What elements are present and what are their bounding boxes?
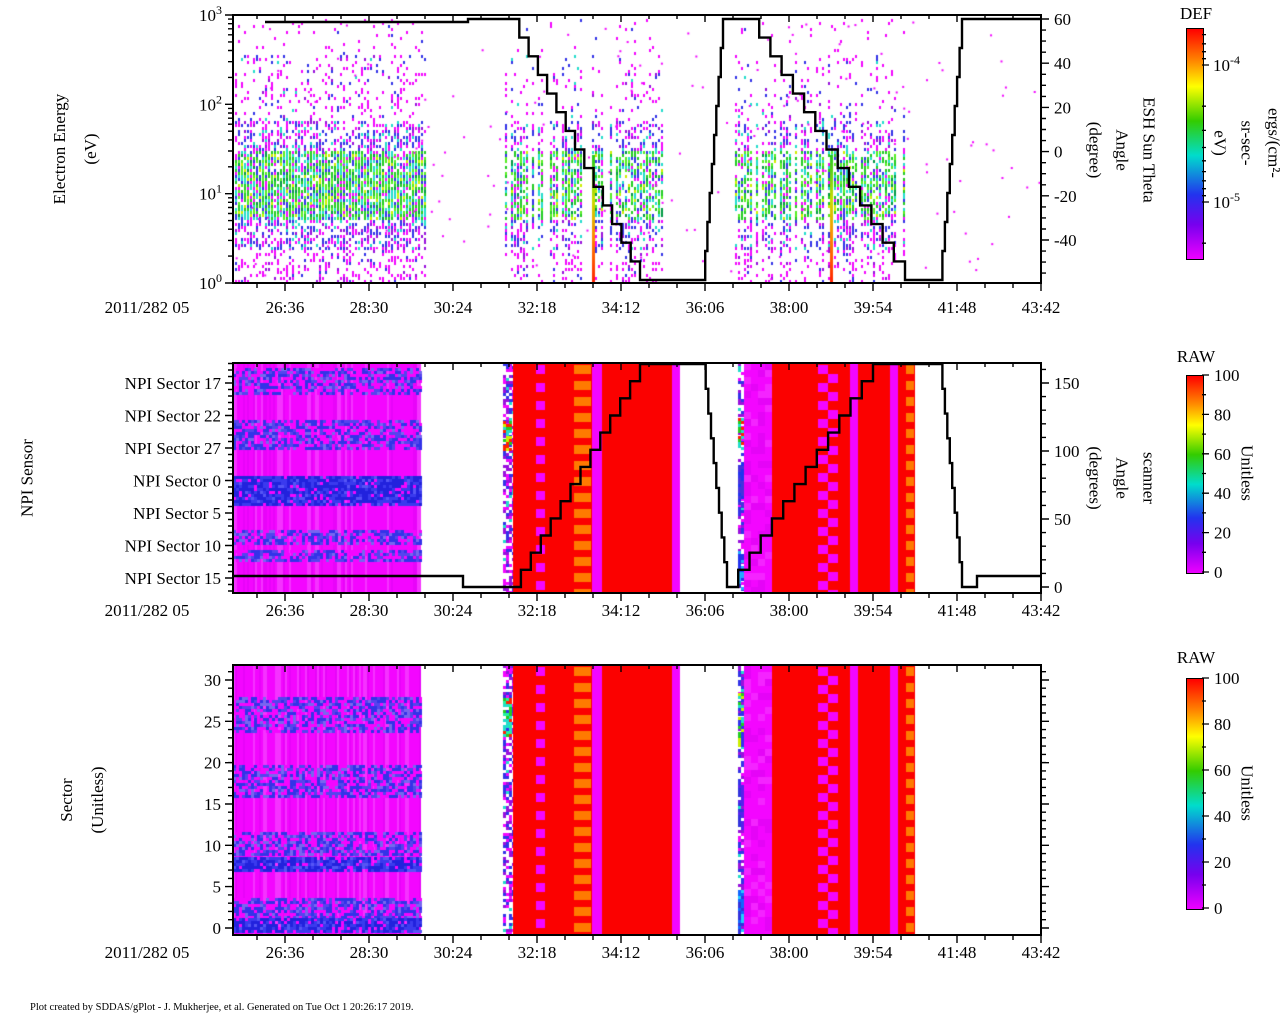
panel1-y-tick-label: 102 <box>199 92 222 114</box>
npi-sensor-spectrogram-canvas <box>233 363 1041 593</box>
raw-colorbar-bottom-tick-label: 0 <box>1214 899 1223 918</box>
panel1-right-tick-label: -20 <box>1054 187 1077 206</box>
raw-colorbar-middle <box>1186 375 1204 574</box>
panel1-y-axis-title: Electron Energy (eV) <box>50 93 100 205</box>
panel1-x-tick-label: 28:30 <box>350 298 389 317</box>
panel2-x-tick-label: 39:54 <box>854 601 893 620</box>
raw-colorbar-middle-unit-label: Unitless <box>1237 445 1257 501</box>
panel2-y-tick-label: NPI Sector 5 <box>133 504 221 523</box>
panel3-y-tick-label: 5 <box>213 878 222 897</box>
raw-colorbar-bottom-unit-label: Unitless <box>1237 765 1257 821</box>
panel1-right-axis-title: ESH Sun Theta Angle (degree) <box>1085 97 1159 203</box>
raw-colorbar-bottom <box>1186 678 1204 910</box>
panel1-x-tick-label: 43:42 <box>1022 298 1061 317</box>
raw-colorbar-bottom-tick-label: 80 <box>1214 715 1231 734</box>
panel2-x-tick-label: 38:00 <box>770 601 809 620</box>
panel2-right-axis-title: scanner Angle (degrees) <box>1085 446 1159 510</box>
panel3-x-tick-label: 32:18 <box>518 943 557 962</box>
panel1-x-tick-label: 32:18 <box>518 298 557 317</box>
raw-colorbar-bottom-title: RAW <box>1176 648 1216 667</box>
panel3-x-tick-label: 43:42 <box>1022 943 1061 962</box>
panel2-x-tick-label: 28:30 <box>350 601 389 620</box>
sector-spectrogram-canvas <box>233 665 1041 935</box>
panel2-y-tick-label: NPI Sector 0 <box>133 472 221 491</box>
panel2-right-tick-label: 0 <box>1054 578 1063 597</box>
panel2-y-tick-label: NPI Sector 17 <box>125 374 222 393</box>
def-colorbar-tick-label: 10-4 <box>1213 53 1240 75</box>
panel3-x-axis-date-label: 2011/282 05 <box>104 943 190 962</box>
panel2-y-tick-label: NPI Sector 15 <box>125 569 221 588</box>
panel2-y-tick-label: NPI Sector 22 <box>125 407 221 426</box>
panel2-y-tick-label: NPI Sector 10 <box>125 537 221 556</box>
panel1-y-tick-label: 100 <box>199 271 222 293</box>
panel3-x-tick-label: 30:24 <box>434 943 473 962</box>
panel3-x-tick-label: 36:06 <box>686 943 725 962</box>
panel1-y-tick-label: 103 <box>199 3 222 25</box>
def-colorbar-tick-label: 10-5 <box>1213 190 1240 212</box>
panel3-x-tick-label: 39:54 <box>854 943 893 962</box>
def-colorbar <box>1186 28 1204 260</box>
panel3-x-tick-label: 26:36 <box>266 943 305 962</box>
panel3-x-tick-label: 28:30 <box>350 943 389 962</box>
panel2-right-tick-label: 150 <box>1054 374 1080 393</box>
panel1-right-tick-label: 60 <box>1054 10 1071 29</box>
panel1-right-tick-label: 20 <box>1054 98 1071 117</box>
panel1-right-tick-label: 40 <box>1054 54 1071 73</box>
raw-colorbar-bottom-tick-label: 20 <box>1214 853 1231 872</box>
panel1-x-axis-date-label: 2011/282 05 <box>104 298 190 317</box>
plot-credit-text: Plot created by SDDAS/gPlot - J. Mukherj… <box>30 1002 414 1013</box>
panel3-border <box>232 664 1042 936</box>
panel1-x-tick-label: 41:48 <box>938 298 977 317</box>
raw-colorbar-bottom-tick-label: 40 <box>1214 807 1231 826</box>
panel3-y-tick-label: 20 <box>204 754 221 773</box>
panel1-border <box>232 14 1042 284</box>
raw-colorbar-middle-tick-label: 20 <box>1214 524 1231 543</box>
raw-colorbar-middle-tick-label: 80 <box>1214 405 1231 424</box>
panel1-x-tick-label: 30:24 <box>434 298 473 317</box>
panel2-x-axis-date-label: 2011/282 05 <box>104 601 190 620</box>
panel2-right-tick-label: 100 <box>1054 442 1080 461</box>
def-colorbar-unit-label: ergs/(cm²-sr-sec-eV) <box>1210 108 1280 178</box>
panel1-x-tick-label: 39:54 <box>854 298 893 317</box>
panel3-y-tick-label: 0 <box>213 919 222 938</box>
panel2-x-tick-label: 43:42 <box>1022 601 1061 620</box>
panel1-x-tick-label: 26:36 <box>266 298 305 317</box>
panel3-y-tick-label: 15 <box>204 795 221 814</box>
panel2-x-tick-label: 34:12 <box>602 601 641 620</box>
panel1-right-tick-label: -40 <box>1054 231 1077 250</box>
panel2-right-tick-label: 50 <box>1054 510 1071 529</box>
raw-colorbar-bottom-tick-label: 60 <box>1214 761 1231 780</box>
panel3-x-tick-label: 41:48 <box>938 943 977 962</box>
panel3-y-axis-title: Sector (Unitless) <box>57 766 107 834</box>
def-colorbar-title: DEF <box>1179 4 1213 23</box>
panel1-x-tick-label: 36:06 <box>686 298 725 317</box>
panel2-x-tick-label: 26:36 <box>266 601 305 620</box>
panel1-y-tick-label: 101 <box>199 182 222 204</box>
panel1-x-tick-label: 38:00 <box>770 298 809 317</box>
raw-colorbar-middle-tick-label: 40 <box>1214 484 1231 503</box>
panel1-right-tick-label: 0 <box>1054 143 1063 162</box>
panel3-y-tick-label: 30 <box>204 671 221 690</box>
panel3-y-tick-label: 25 <box>204 712 221 731</box>
panel1-x-tick-label: 34:12 <box>602 298 641 317</box>
panel2-x-tick-label: 36:06 <box>686 601 725 620</box>
panel2-x-tick-label: 30:24 <box>434 601 473 620</box>
panel3-y-tick-label: 10 <box>204 836 221 855</box>
panel3-x-tick-label: 38:00 <box>770 943 809 962</box>
panel3-x-tick-label: 34:12 <box>602 943 641 962</box>
panel2-x-tick-label: 32:18 <box>518 601 557 620</box>
panel2-border <box>232 362 1042 594</box>
raw-colorbar-middle-tick-label: 0 <box>1214 563 1223 582</box>
raw-colorbar-middle-tick-label: 100 <box>1214 366 1240 385</box>
panel2-x-tick-label: 41:48 <box>938 601 977 620</box>
electron-energy-spectrogram-canvas <box>233 15 1041 283</box>
raw-colorbar-bottom-tick-label: 100 <box>1214 669 1240 688</box>
raw-colorbar-middle-title: RAW <box>1176 347 1216 366</box>
panel2-y-axis-title: NPI Sensor <box>17 439 37 517</box>
panel2-y-tick-label: NPI Sector 27 <box>125 439 222 458</box>
raw-colorbar-middle-tick-label: 60 <box>1214 445 1231 464</box>
